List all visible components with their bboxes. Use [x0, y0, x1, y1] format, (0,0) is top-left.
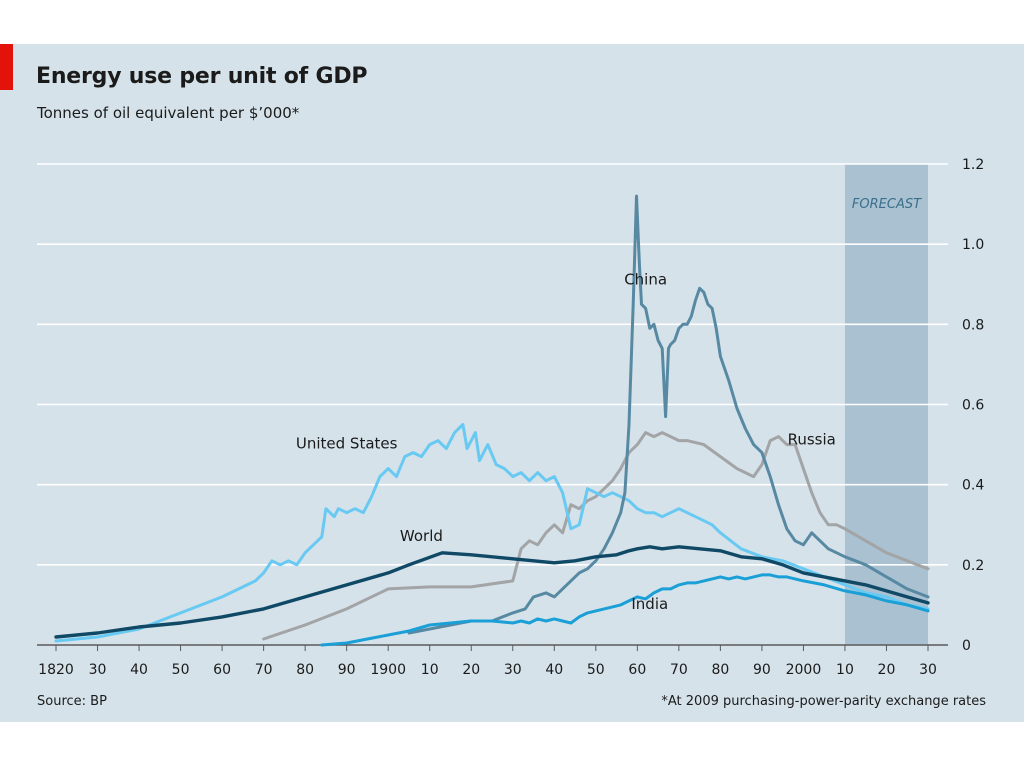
series-label-united-states: United States	[296, 435, 398, 453]
x-tick-label: 80	[711, 662, 729, 678]
forecast-label: FORECAST	[852, 197, 922, 212]
x-tick-label: 10	[421, 662, 439, 678]
x-tick-label: 90	[338, 662, 356, 678]
y-tick-label: 0.2	[962, 558, 984, 574]
chart-footnote: *At 2009 purchasing-power-parity exchang…	[661, 694, 986, 709]
series-label-china: China	[624, 270, 667, 288]
x-tick-label: 50	[587, 662, 605, 678]
x-tick-label: 80	[296, 662, 314, 678]
y-tick-label: 0.4	[962, 478, 984, 494]
chart-subtitle: Tonnes of oil equivalent per $’000*	[37, 104, 300, 122]
x-tick-label: 40	[130, 662, 148, 678]
x-tick-label: 70	[670, 662, 688, 678]
chart-panel: Energy use per unit of GDP Tonnes of oil…	[0, 44, 1024, 722]
x-tick-label: 90	[753, 662, 771, 678]
x-tick-label: 2000	[786, 662, 822, 678]
x-tick-label: 1820	[38, 662, 74, 678]
x-tick-label: 50	[172, 662, 190, 678]
y-tick-label: 1.2	[962, 157, 984, 173]
chart-title: Energy use per unit of GDP	[36, 64, 368, 89]
series-label-russia: Russia	[788, 431, 836, 449]
line-chart: FORECAST Russia United States China India Wo…	[37, 157, 984, 678]
red-accent-tag	[0, 44, 13, 90]
y-tick-label: 0.6	[962, 398, 984, 414]
x-tick-label: 70	[255, 662, 273, 678]
x-tick-label: 10	[836, 662, 854, 678]
series-line-russia	[262, 431, 930, 641]
y-tick-label: 0	[962, 638, 971, 654]
x-tick-label: 30	[89, 662, 107, 678]
x-tick-label: 30	[919, 662, 937, 678]
series-line-india	[320, 573, 930, 647]
x-tick-label: 30	[504, 662, 522, 678]
chart-source: Source: BP	[37, 694, 107, 709]
series-line-world	[54, 545, 930, 639]
x-tick-label: 20	[462, 662, 480, 678]
series-label-world: World	[400, 527, 443, 545]
x-tick-label: 40	[545, 662, 563, 678]
y-tick-label: 0.8	[962, 317, 984, 333]
series-label-india: India	[631, 595, 668, 613]
x-tick-label: 20	[878, 662, 896, 678]
x-tick-label: 60	[628, 662, 646, 678]
y-tick-label: 1.0	[962, 237, 984, 253]
series-line-united-states	[54, 423, 930, 643]
x-tick-label: 60	[213, 662, 231, 678]
series-line-china	[407, 194, 930, 635]
x-tick-label: 1900	[370, 662, 406, 678]
